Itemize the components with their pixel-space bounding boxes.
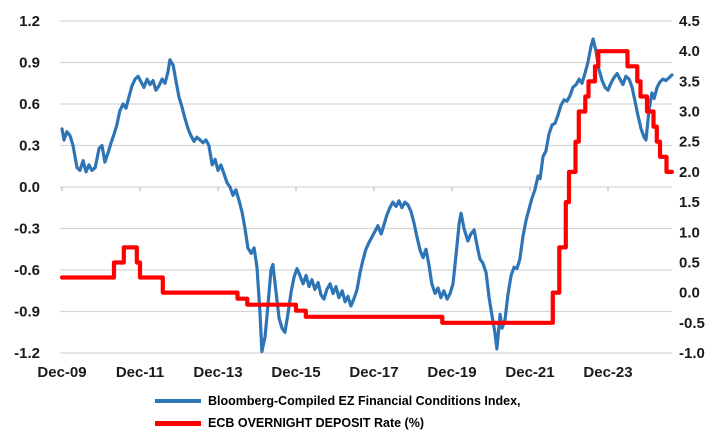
right-axis-label: 3.5 — [679, 73, 700, 90]
fci-legend-label: Bloomberg-Compiled EZ Financial Conditio… — [208, 394, 521, 408]
right-axis-label: 4.0 — [679, 43, 700, 60]
right-axis-label: 3.0 — [679, 104, 700, 121]
right-axis-label: 1.0 — [679, 224, 700, 241]
left-axis-label: 0.3 — [19, 138, 40, 155]
x-axis-label: Dec-09 — [37, 364, 86, 381]
right-axis-label: 2.0 — [679, 164, 700, 181]
left-axis-label: 0.0 — [19, 179, 40, 196]
chart-legend: Bloomberg-Compiled EZ Financial Conditio… — [155, 390, 521, 434]
x-axis-label: Dec-15 — [271, 364, 320, 381]
right-axis-label: 0.5 — [679, 254, 700, 271]
left-axis-label: 0.9 — [19, 55, 40, 72]
left-axis-label: -0.6 — [14, 262, 40, 279]
right-axis-label: -0.5 — [679, 315, 705, 332]
right-axis-label: -1.0 — [679, 345, 705, 362]
x-axis-label: Dec-13 — [193, 364, 242, 381]
right-axis-label: 4.5 — [679, 13, 700, 30]
x-axis-label: Dec-19 — [427, 364, 476, 381]
right-axis-label: 0.0 — [679, 285, 700, 302]
fci-line-swatch — [155, 399, 201, 403]
left-axis-label: -0.9 — [14, 304, 40, 321]
left-axis-label: 0.6 — [19, 96, 40, 113]
x-axis-label: Dec-17 — [349, 364, 398, 381]
legend-item-fci: Bloomberg-Compiled EZ Financial Conditio… — [155, 390, 521, 412]
left-axis-label: -0.3 — [14, 221, 40, 238]
left-axis-label: -1.2 — [14, 345, 40, 362]
x-axis-label: Dec-23 — [583, 364, 632, 381]
fci-line-series — [60, 37, 674, 354]
right-axis-label: 1.5 — [679, 194, 700, 211]
x-axis-label: Dec-11 — [116, 364, 164, 381]
ecb-rate-legend-label: ECB OVERNIGHT DEPOSIT Rate (%) — [208, 416, 424, 430]
ecb-rate-line-series — [59, 49, 675, 325]
x-axis-label: Dec-21 — [505, 364, 554, 381]
right-axis-label: 2.5 — [679, 134, 700, 151]
legend-item-ecb-rate: ECB OVERNIGHT DEPOSIT Rate (%) — [155, 412, 521, 434]
left-axis-label: 1.2 — [19, 13, 40, 30]
ecb-rate-line-swatch — [155, 420, 201, 426]
